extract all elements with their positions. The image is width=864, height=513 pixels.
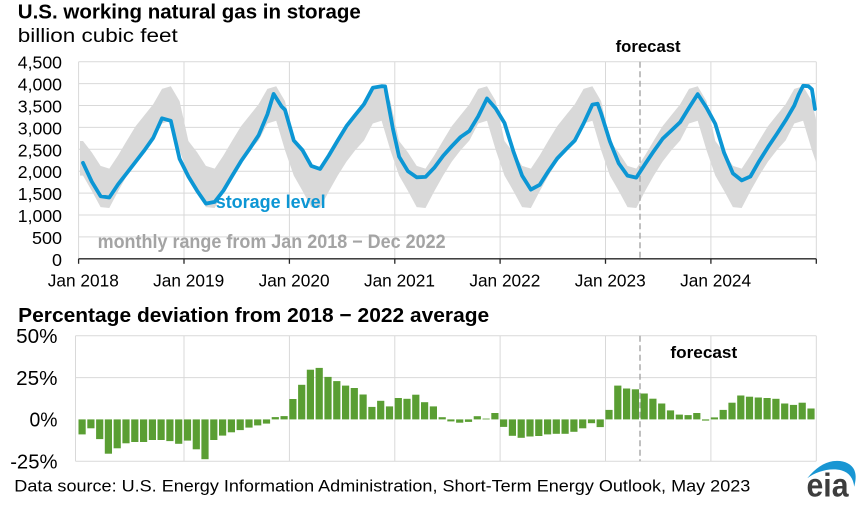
- svg-text:50%: 50%: [16, 325, 57, 348]
- svg-text:-25%: -25%: [10, 450, 57, 473]
- svg-text:2,500: 2,500: [18, 140, 62, 160]
- svg-text:Jan 2018: Jan 2018: [48, 271, 119, 291]
- svg-text:1,000: 1,000: [18, 206, 62, 226]
- svg-text:Percentage deviation from 2018: Percentage deviation from 2018 − 2022 av…: [18, 304, 489, 327]
- svg-text:monthly range from Jan 2018 −: monthly range from Jan 2018 − Dec 2022: [98, 232, 446, 253]
- svg-text:forecast: forecast: [670, 343, 737, 362]
- svg-text:Jan 2019: Jan 2019: [153, 271, 224, 291]
- svg-text:0: 0: [52, 250, 62, 270]
- svg-text:1,500: 1,500: [18, 184, 62, 204]
- svg-text:3,500: 3,500: [18, 97, 62, 117]
- svg-text:Jan 2021: Jan 2021: [364, 271, 435, 291]
- svg-text:4,000: 4,000: [18, 75, 62, 95]
- svg-text:3,000: 3,000: [18, 118, 62, 138]
- svg-text:Jan 2023: Jan 2023: [575, 271, 646, 291]
- svg-text:4,500: 4,500: [18, 53, 62, 73]
- svg-text:storage level: storage level: [216, 191, 326, 212]
- svg-text:Jan 2020: Jan 2020: [259, 271, 330, 291]
- svg-text:Jan 2022: Jan 2022: [469, 271, 540, 291]
- svg-text:0%: 0%: [30, 409, 58, 432]
- svg-text:500: 500: [32, 228, 62, 248]
- svg-text:billion cubic feet: billion cubic feet: [18, 25, 179, 47]
- svg-text:Jan 2024: Jan 2024: [680, 271, 751, 291]
- svg-text:Data source: U.S. Energy Infor: Data source: U.S. Energy Information Adm…: [14, 476, 750, 495]
- svg-text:U.S. working natural gas in st: U.S. working natural gas in storage: [18, 2, 361, 24]
- svg-text:25%: 25%: [16, 367, 57, 390]
- svg-text:forecast: forecast: [616, 37, 681, 56]
- svg-text:2,000: 2,000: [18, 162, 62, 182]
